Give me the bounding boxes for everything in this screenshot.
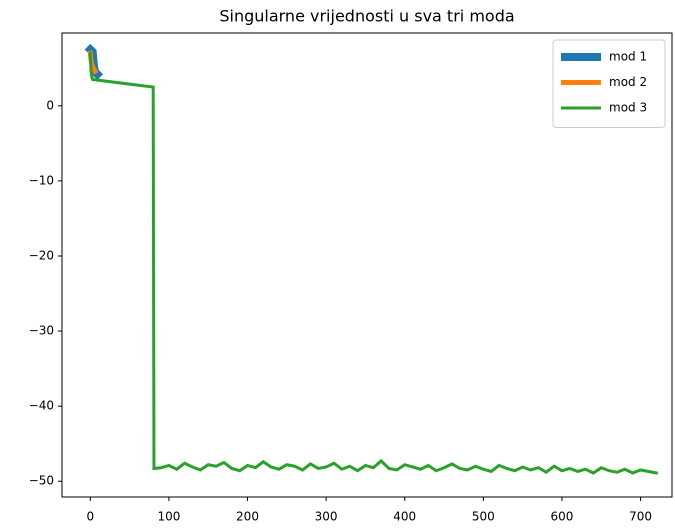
- x-tick-label: 200: [236, 510, 259, 524]
- legend-box: [552, 39, 666, 128]
- chart-title: Singularne vrijednosti u sva tri moda: [219, 7, 514, 26]
- y-tick-label: −10: [29, 173, 54, 187]
- legend-label: mod 1: [609, 50, 647, 64]
- plot-area: [84, 43, 659, 475]
- series-line: [88, 51, 659, 475]
- legend: mod 1 mod 2 mod 3: [552, 39, 666, 128]
- legend-label: mod 2: [609, 75, 647, 89]
- y-tick-label: −40: [29, 399, 54, 413]
- x-tick-label: 0: [86, 510, 94, 524]
- x-tick-label: 400: [393, 510, 416, 524]
- y-tick-label: 0: [46, 98, 54, 112]
- x-tick-label: 300: [315, 510, 338, 524]
- y-tick-label: −50: [29, 474, 54, 488]
- y-tick-label: −30: [29, 324, 54, 338]
- x-tick-label: 500: [472, 510, 495, 524]
- x-tick-label: 700: [629, 510, 652, 524]
- axes-frame: [61, 32, 673, 498]
- y-tick-label: −20: [29, 248, 54, 262]
- legend-label: mod 3: [609, 101, 647, 115]
- x-tick-label: 600: [550, 510, 573, 524]
- x-tick-label: 100: [157, 510, 180, 524]
